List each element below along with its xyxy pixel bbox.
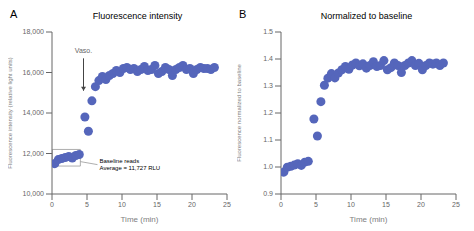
svg-text:Fluorescence intensity (relati: Fluorescence intensity (relative light u… (8, 57, 13, 169)
svg-text:10: 10 (347, 201, 355, 208)
svg-text:Vaso.: Vaso. (75, 47, 92, 54)
html-text:B: B (239, 8, 247, 20)
svg-text:1.0: 1.0 (263, 163, 273, 170)
svg-text:18,000: 18,000 (23, 28, 45, 35)
svg-text:0: 0 (50, 201, 54, 208)
svg-text:14,000: 14,000 (23, 109, 45, 116)
html-text:Fluorescence intensity: Fluorescence intensity (92, 11, 183, 21)
svg-text:1.5: 1.5 (263, 28, 273, 35)
svg-text:20: 20 (417, 201, 425, 208)
svg-text:15: 15 (382, 201, 390, 208)
svg-text:5: 5 (85, 201, 89, 208)
svg-text:Time (min): Time (min) (350, 215, 388, 224)
svg-text:20: 20 (188, 201, 196, 208)
svg-text:0: 0 (279, 201, 283, 208)
svg-text:12,000: 12,000 (23, 150, 45, 157)
svg-text:16,000: 16,000 (23, 69, 45, 76)
svg-text:0.9: 0.9 (263, 190, 273, 197)
svg-text:5: 5 (314, 201, 318, 208)
html-text:A: A (10, 8, 18, 20)
svg-text:10: 10 (118, 201, 126, 208)
svg-text:Fluorescence normalized to bas: Fluorescence normalized to baseline (237, 63, 242, 161)
svg-text:1.3: 1.3 (263, 82, 273, 89)
svg-text:25: 25 (452, 201, 460, 208)
svg-text:1.1: 1.1 (263, 136, 273, 143)
svg-text:1.2: 1.2 (263, 109, 273, 116)
svg-text:1.4: 1.4 (263, 55, 273, 62)
svg-text:15: 15 (153, 201, 161, 208)
svg-text:10,000: 10,000 (23, 190, 45, 197)
svg-text:Time (min): Time (min) (121, 215, 159, 224)
svg-text:Baseline readsAverage = 11,727: Baseline readsAverage = 11,727 RLU (100, 158, 161, 171)
html-text:Normalized to baseline: Normalized to baseline (320, 11, 413, 21)
svg-text:25: 25 (223, 201, 231, 208)
